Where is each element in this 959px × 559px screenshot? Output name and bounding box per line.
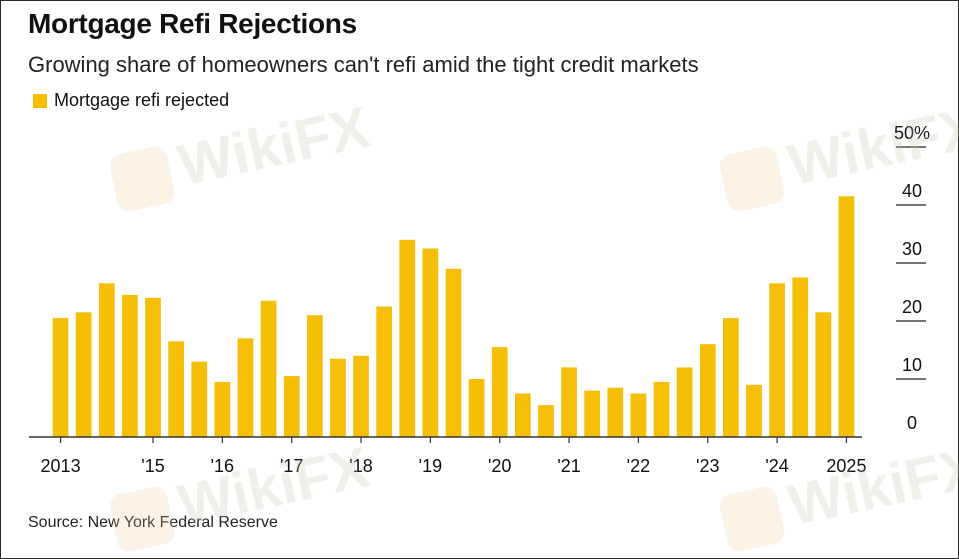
bar: [607, 387, 624, 437]
bar: [260, 300, 277, 437]
y-tick-label: 10: [902, 355, 922, 375]
bar: [52, 318, 69, 437]
x-tick-label: '15: [141, 456, 164, 476]
bar: [145, 297, 161, 437]
y-tick-label: 50%: [894, 123, 930, 143]
x-tick-label: '24: [765, 456, 788, 476]
bar: [561, 367, 577, 437]
bar: [468, 379, 485, 437]
x-tick-label: 2013: [41, 456, 81, 476]
x-tick-label: 2025: [826, 456, 866, 476]
bar: [815, 312, 832, 437]
source-note: Source: New York Federal Reserve: [28, 514, 278, 531]
legend: Mortgage refi rejected: [33, 90, 229, 111]
x-tick-label: '18: [349, 456, 372, 476]
bar: [769, 283, 785, 437]
bar: [445, 268, 462, 437]
x-tick-label: '21: [557, 456, 580, 476]
y-tick-label: 40: [902, 181, 922, 201]
y-tick-label: 0: [907, 413, 917, 433]
bar: [283, 376, 300, 437]
bar: [491, 347, 508, 437]
bar: [584, 390, 601, 437]
bar: [191, 361, 208, 437]
bar: [75, 312, 92, 437]
bar: [676, 367, 693, 437]
y-tick-label: 30: [902, 239, 922, 259]
bar: [514, 393, 531, 437]
bar: [122, 294, 138, 437]
bar: [699, 344, 716, 437]
x-tick-label: '17: [280, 456, 303, 476]
x-tick-label: '16: [211, 456, 234, 476]
bar: [168, 341, 184, 437]
legend-label: Mortgage refi rejected: [54, 90, 230, 110]
bar: [538, 405, 554, 437]
bar: [330, 358, 346, 437]
x-tick-label: '20: [488, 456, 511, 476]
bar: [214, 381, 231, 437]
bar: [746, 384, 762, 437]
chart-title: Mortgage Refi Rejections: [28, 8, 357, 39]
bar: [630, 393, 647, 437]
bar: [399, 239, 416, 437]
bar: [792, 277, 809, 437]
bar: [237, 338, 254, 437]
bar: [723, 318, 739, 437]
y-tick-label: 20: [902, 297, 922, 317]
bar: [838, 196, 855, 437]
chart-subtitle: Growing share of homeowners can't refi a…: [28, 52, 699, 77]
bar: [353, 355, 369, 437]
bar: [306, 315, 323, 437]
x-tick-label: '23: [696, 456, 719, 476]
bar: [422, 248, 439, 437]
x-tick-label: '22: [627, 456, 650, 476]
bar: [98, 283, 115, 437]
bar: [376, 306, 393, 437]
x-tick-label: '19: [419, 456, 442, 476]
bar: [653, 381, 670, 437]
legend-swatch: [33, 93, 47, 108]
